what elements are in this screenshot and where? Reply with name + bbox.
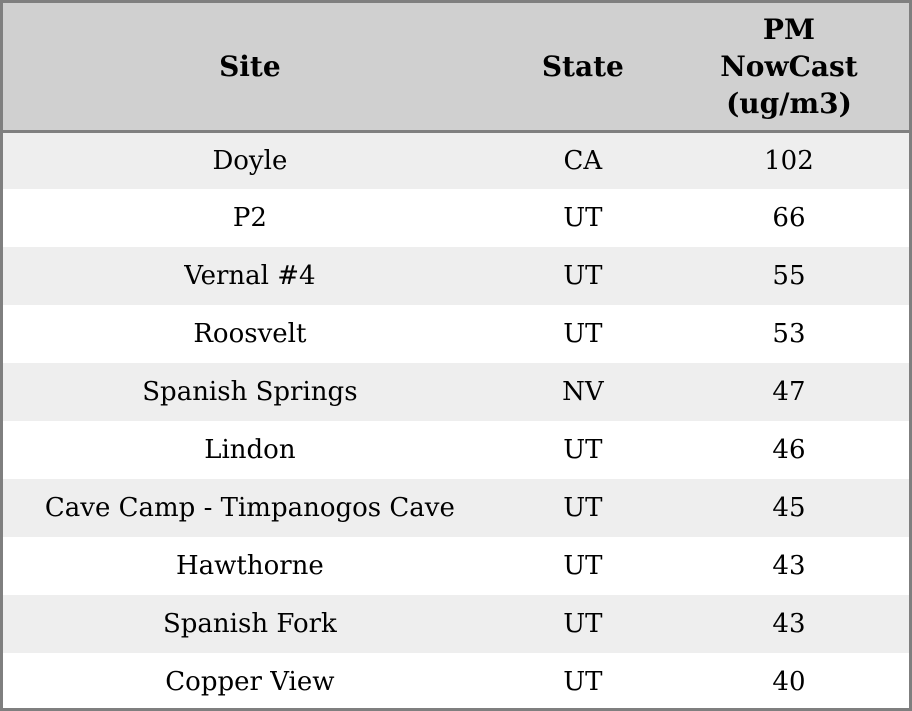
cell-site: Spanish Springs [3, 363, 497, 421]
cell-site: Vernal #4 [3, 247, 497, 305]
cell-state: NV [496, 363, 669, 421]
col-header-pm-nowcast: PM NowCast (ug/m3) [668, 3, 909, 133]
cell-pm-nowcast: 46 [668, 421, 909, 479]
table-row: Spanish Springs NV 47 [3, 363, 909, 421]
pm-nowcast-table: Site State PM NowCast (ug/m3) Doyle CA 1… [3, 3, 909, 708]
table-row: P2 UT 66 [3, 189, 909, 247]
header-row: Site State PM NowCast (ug/m3) [3, 3, 909, 133]
cell-pm-nowcast: 40 [668, 653, 909, 708]
table-row: Lindon UT 46 [3, 421, 909, 479]
cell-pm-nowcast: 43 [668, 537, 909, 595]
table-row: Doyle CA 102 [3, 131, 909, 189]
cell-state: UT [496, 653, 669, 708]
cell-site: Cave Camp - Timpanogos Cave [3, 479, 497, 537]
col-header-pm-line-3: (ug/m3) [726, 86, 852, 120]
cell-state: UT [496, 305, 669, 363]
table-row: Cave Camp - Timpanogos Cave UT 45 [3, 479, 909, 537]
cell-site: Doyle [3, 131, 497, 189]
cell-pm-nowcast: 45 [668, 479, 909, 537]
table-body: Doyle CA 102 P2 UT 66 Vernal #4 UT 55 Ro… [3, 131, 909, 708]
cell-pm-nowcast: 43 [668, 595, 909, 653]
cell-state: UT [496, 189, 669, 247]
table-row: Roosvelt UT 53 [3, 305, 909, 363]
cell-pm-nowcast: 47 [668, 363, 909, 421]
cell-state: UT [496, 595, 669, 653]
table-row: Hawthorne UT 43 [3, 537, 909, 595]
cell-pm-nowcast: 53 [668, 305, 909, 363]
cell-site: Roosvelt [3, 305, 497, 363]
cell-site: Lindon [3, 421, 497, 479]
col-header-pm-line-2: NowCast [720, 49, 858, 83]
table-row: Copper View UT 40 [3, 653, 909, 708]
cell-site: Hawthorne [3, 537, 497, 595]
cell-state: UT [496, 479, 669, 537]
cell-state: UT [496, 537, 669, 595]
cell-site: P2 [3, 189, 497, 247]
cell-pm-nowcast: 55 [668, 247, 909, 305]
table-header: Site State PM NowCast (ug/m3) [3, 3, 909, 133]
cell-site: Copper View [3, 653, 497, 708]
cell-pm-nowcast: 66 [668, 189, 909, 247]
table-row: Vernal #4 UT 55 [3, 247, 909, 305]
col-header-state: State [496, 3, 669, 133]
col-header-site: Site [3, 3, 497, 133]
cell-site: Spanish Fork [3, 595, 497, 653]
cell-state: CA [496, 131, 669, 189]
table-row: Spanish Fork UT 43 [3, 595, 909, 653]
cell-state: UT [496, 247, 669, 305]
cell-state: UT [496, 421, 669, 479]
col-header-pm-line-1: PM [762, 12, 815, 46]
cell-pm-nowcast: 102 [668, 131, 909, 189]
